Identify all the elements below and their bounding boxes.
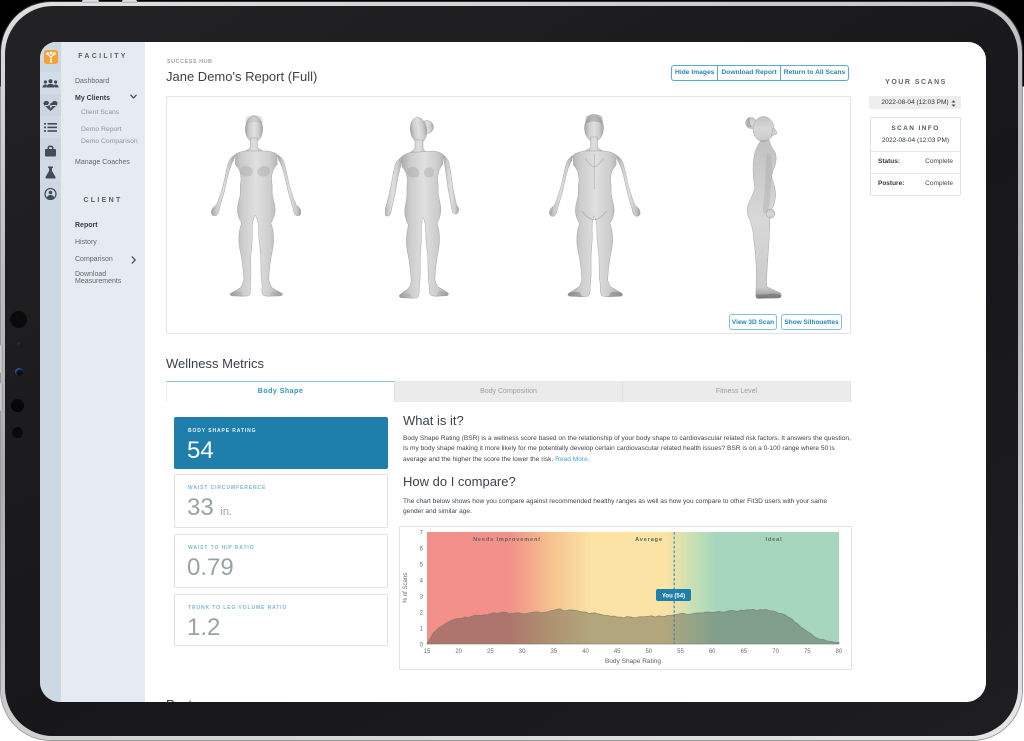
svg-text:5: 5 [420,563,424,569]
svg-text:20: 20 [455,649,462,655]
svg-text:6: 6 [420,547,424,553]
svg-text:25: 25 [487,649,494,655]
svg-text:You (54): You (54) [662,594,685,600]
svg-text:55: 55 [677,649,684,655]
svg-text:30: 30 [519,649,526,655]
svg-text:3: 3 [420,595,424,601]
svg-text:1: 1 [420,627,424,633]
svg-text:Ideal: Ideal [765,537,782,543]
svg-text:45: 45 [614,649,621,655]
svg-text:75: 75 [804,649,811,655]
svg-text:50: 50 [645,649,652,655]
svg-text:7: 7 [420,531,424,537]
svg-text:40: 40 [582,649,589,655]
svg-text:80: 80 [836,649,843,655]
svg-text:70: 70 [772,649,779,655]
svg-text:Average: Average [635,537,663,543]
svg-text:% of Scans: % of Scans [403,573,409,603]
svg-text:4: 4 [420,579,424,585]
svg-text:35: 35 [550,649,557,655]
svg-text:15: 15 [424,649,431,655]
svg-text:60: 60 [709,649,716,655]
svg-text:65: 65 [741,649,748,655]
svg-text:2: 2 [420,611,424,617]
svg-text:Needs Improvement: Needs Improvement [473,537,541,543]
svg-text:Body Shape Rating: Body Shape Rating [605,658,661,665]
svg-text:0: 0 [420,643,424,649]
